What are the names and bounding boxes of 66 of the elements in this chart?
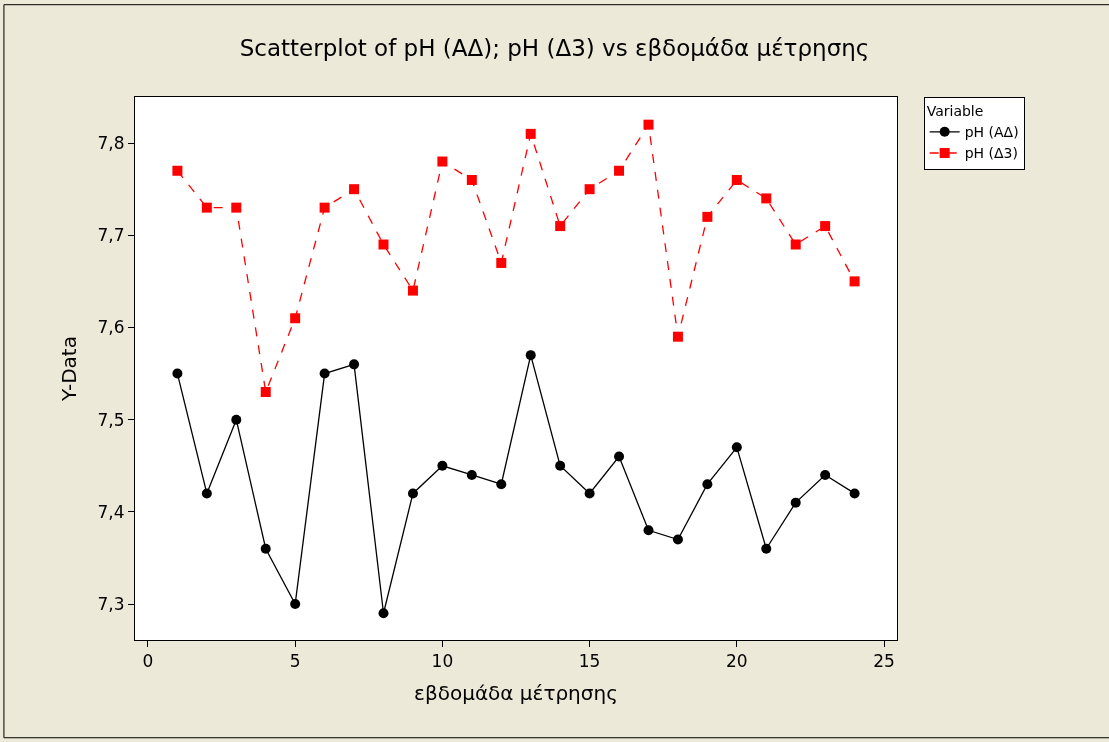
point: [378, 608, 389, 619]
legend-label: pH (ΑΔ): [964, 124, 1019, 141]
point: [761, 543, 772, 554]
x-tick-label: 15: [578, 651, 601, 672]
point: [496, 479, 507, 490]
point: [555, 221, 566, 232]
point: [260, 543, 271, 554]
point: [672, 534, 683, 545]
point: [172, 165, 183, 176]
y-tick-label: 7,6: [97, 317, 125, 338]
point: [790, 239, 801, 250]
y-tick-label: 7,7: [97, 225, 125, 246]
x-tick-label: 5: [289, 651, 301, 672]
point: [290, 313, 301, 324]
point: [349, 359, 360, 370]
point: [849, 276, 860, 287]
y-tick-label: 7,3: [97, 594, 125, 614]
point: [201, 202, 212, 213]
point: [555, 460, 566, 471]
legend-label: pH (Δ3): [964, 145, 1018, 162]
point: [584, 184, 595, 195]
point: [231, 202, 242, 213]
y-axis-title: Y-Data: [57, 336, 82, 402]
point: [466, 469, 477, 480]
legend-title: Variable: [926, 103, 984, 120]
point: [319, 368, 330, 379]
point: [672, 331, 683, 342]
point: [731, 174, 742, 185]
point: [437, 460, 448, 471]
point: [525, 128, 536, 139]
point: [584, 488, 595, 499]
point: [820, 221, 831, 232]
point: [290, 599, 301, 610]
point: [437, 156, 448, 167]
point: [172, 368, 183, 379]
x-tick-label: 0: [142, 651, 154, 672]
point: [349, 184, 360, 195]
point: [761, 193, 772, 204]
point: [643, 525, 654, 536]
y-tick-label: 7,5: [97, 409, 125, 430]
point: [260, 387, 271, 398]
y-tick-label: 7,8: [97, 133, 125, 154]
point: [496, 257, 507, 268]
point: [702, 479, 713, 490]
point: [702, 211, 713, 222]
x-tick-label: 25: [873, 651, 895, 672]
point: [525, 350, 536, 361]
x-axis-title: εβδομάδα μέτρησης: [414, 680, 618, 705]
point: [319, 202, 330, 213]
x-tick-label: 20: [726, 651, 748, 672]
point: [378, 239, 389, 250]
point: [614, 165, 625, 176]
point: [407, 488, 418, 499]
point: [466, 174, 477, 185]
y-tick-label: 7,4: [97, 501, 125, 522]
point: [849, 488, 860, 499]
point: [407, 285, 418, 296]
point: [614, 451, 625, 462]
x-tick-label: 10: [431, 651, 454, 672]
point: [790, 497, 801, 508]
point: [643, 119, 654, 130]
point: [731, 442, 742, 453]
point: [231, 414, 242, 425]
chart-title: Scatterplot of pH (ΑΔ); pH (Δ3) vs εβδομάδα μέτρησης: [239, 35, 870, 62]
point: [201, 488, 212, 499]
point: [820, 469, 831, 480]
